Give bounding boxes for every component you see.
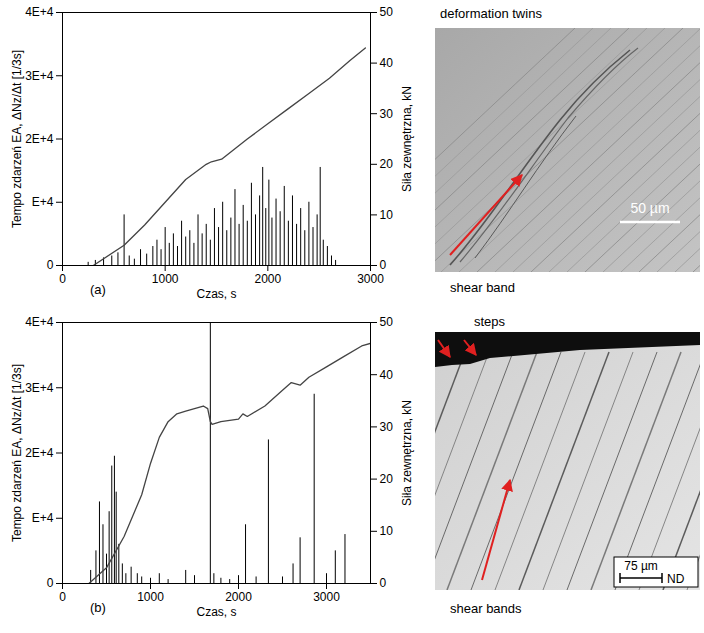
svg-text:4E+4: 4E+4 [25, 5, 54, 19]
svg-text:50: 50 [380, 315, 394, 329]
svg-text:shear band: shear band [450, 280, 515, 295]
svg-text:2E+4: 2E+4 [25, 446, 54, 460]
svg-text:0: 0 [380, 576, 387, 590]
svg-text:steps: steps [474, 314, 506, 329]
svg-text:3000: 3000 [357, 272, 384, 286]
svg-text:ND: ND [667, 572, 685, 586]
svg-text:0: 0 [380, 258, 387, 272]
svg-text:30: 30 [380, 107, 394, 121]
svg-text:3000: 3000 [313, 590, 340, 604]
svg-text:0: 0 [59, 272, 66, 286]
svg-text:0: 0 [47, 576, 54, 590]
svg-text:10: 10 [380, 524, 394, 538]
svg-text:Siła zewnętrzna, kN: Siła zewnętrzna, kN [400, 86, 414, 192]
svg-text:75 µm: 75 µm [624, 559, 658, 573]
svg-text:Siła zewnętrzna, kN: Siła zewnętrzna, kN [400, 400, 414, 506]
svg-text:2E+4: 2E+4 [25, 132, 54, 146]
svg-text:10: 10 [380, 208, 394, 222]
svg-text:2000: 2000 [254, 272, 281, 286]
html-text:(b): (b) [90, 600, 106, 615]
svg-text:0: 0 [47, 258, 54, 272]
svg-text:50 µm: 50 µm [630, 200, 669, 216]
svg-text:shear bands: shear bands [450, 601, 522, 616]
svg-text:Czas, s: Czas, s [196, 287, 236, 301]
svg-text:E+4: E+4 [32, 195, 54, 209]
svg-text:4E+4: 4E+4 [25, 315, 54, 329]
svg-text:deformation twins: deformation twins [440, 6, 542, 21]
svg-text:3E+4: 3E+4 [25, 381, 54, 395]
svg-text:Czas, s: Czas, s [196, 605, 236, 619]
svg-text:2000: 2000 [225, 590, 252, 604]
svg-text:3E+4: 3E+4 [25, 69, 54, 83]
svg-text:50: 50 [380, 5, 394, 19]
svg-text:E+4: E+4 [32, 511, 54, 525]
svg-text:20: 20 [380, 472, 394, 486]
svg-text:0: 0 [59, 590, 66, 604]
svg-text:Tempo zdarzeń EA, ΔNz/Δt [1/3s: Tempo zdarzeń EA, ΔNz/Δt [1/3s] [10, 50, 24, 228]
svg-text:30: 30 [380, 420, 394, 434]
svg-text:20: 20 [380, 157, 394, 171]
svg-text:40: 40 [380, 368, 394, 382]
svg-text:Tempo zdarzeń EA, ΔNz/Δt [1/3s: Tempo zdarzeń EA, ΔNz/Δt [1/3s] [10, 364, 24, 542]
svg-text:1000: 1000 [152, 272, 179, 286]
svg-text:1000: 1000 [137, 590, 164, 604]
svg-text:40: 40 [380, 56, 394, 70]
html-text:(a): (a) [90, 282, 106, 297]
